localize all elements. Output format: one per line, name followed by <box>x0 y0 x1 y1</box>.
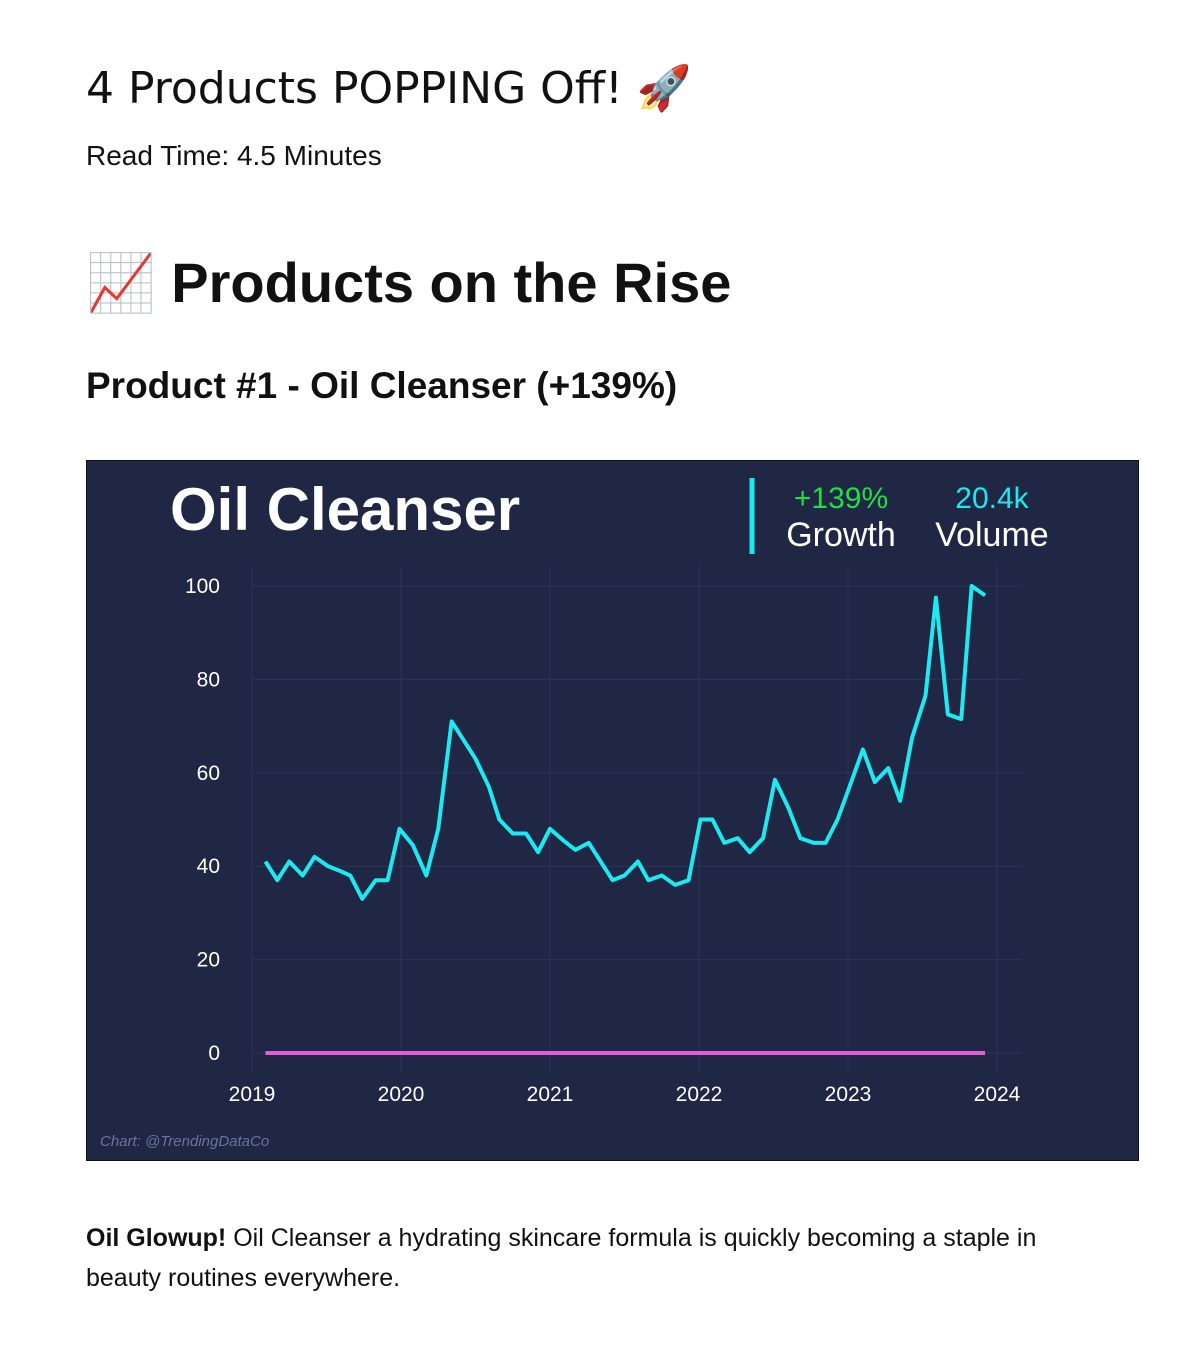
y-tick-label: 40 <box>197 855 220 878</box>
product-title: Product #1 - Oil Cleanser (+139%) <box>86 365 678 406</box>
growth-value: +139% <box>794 482 888 515</box>
volume-label: Volume <box>935 516 1048 554</box>
lead: Oil Glowup! <box>86 1224 227 1252</box>
y-tick-label: 100 <box>185 575 220 598</box>
section-title: 📈 Products on the Rise <box>86 251 732 314</box>
y-tick-label: 60 <box>197 762 220 785</box>
chart: Oil Cleanser +139% Growth 20.4k Volume C… <box>86 460 1139 1161</box>
volume-value: 20.4k <box>955 482 1029 515</box>
x-tick-label: 2020 <box>378 1083 425 1106</box>
credit: Chart: @TrendingDataCo <box>100 1133 269 1150</box>
title: 4 Products POPPING Off! 🚀 <box>86 63 692 114</box>
chart-background <box>86 460 1139 1161</box>
y-tick-label: 0 <box>208 1042 220 1065</box>
x-tick-label: 2021 <box>527 1083 574 1106</box>
x-tick-label: 2019 <box>229 1083 276 1106</box>
x-tick-label: 2022 <box>676 1083 723 1106</box>
x-tick-label: 2024 <box>974 1083 1021 1106</box>
y-tick-label: 80 <box>197 668 220 691</box>
line <box>263 584 987 901</box>
read-time: Read Time: 4.5 Minutes <box>86 140 382 171</box>
paragraph: Oil Glowup! Oil Cleanser a hydrating ski… <box>86 1218 1116 1298</box>
y-tick-label: 20 <box>197 949 220 972</box>
growth-label: Growth <box>786 516 896 554</box>
chart-title: Oil Cleanser <box>170 476 520 543</box>
x-tick-label: 2023 <box>825 1083 872 1106</box>
body-text: Oil Cleanser a hydrating skincare formul… <box>86 1224 1037 1292</box>
